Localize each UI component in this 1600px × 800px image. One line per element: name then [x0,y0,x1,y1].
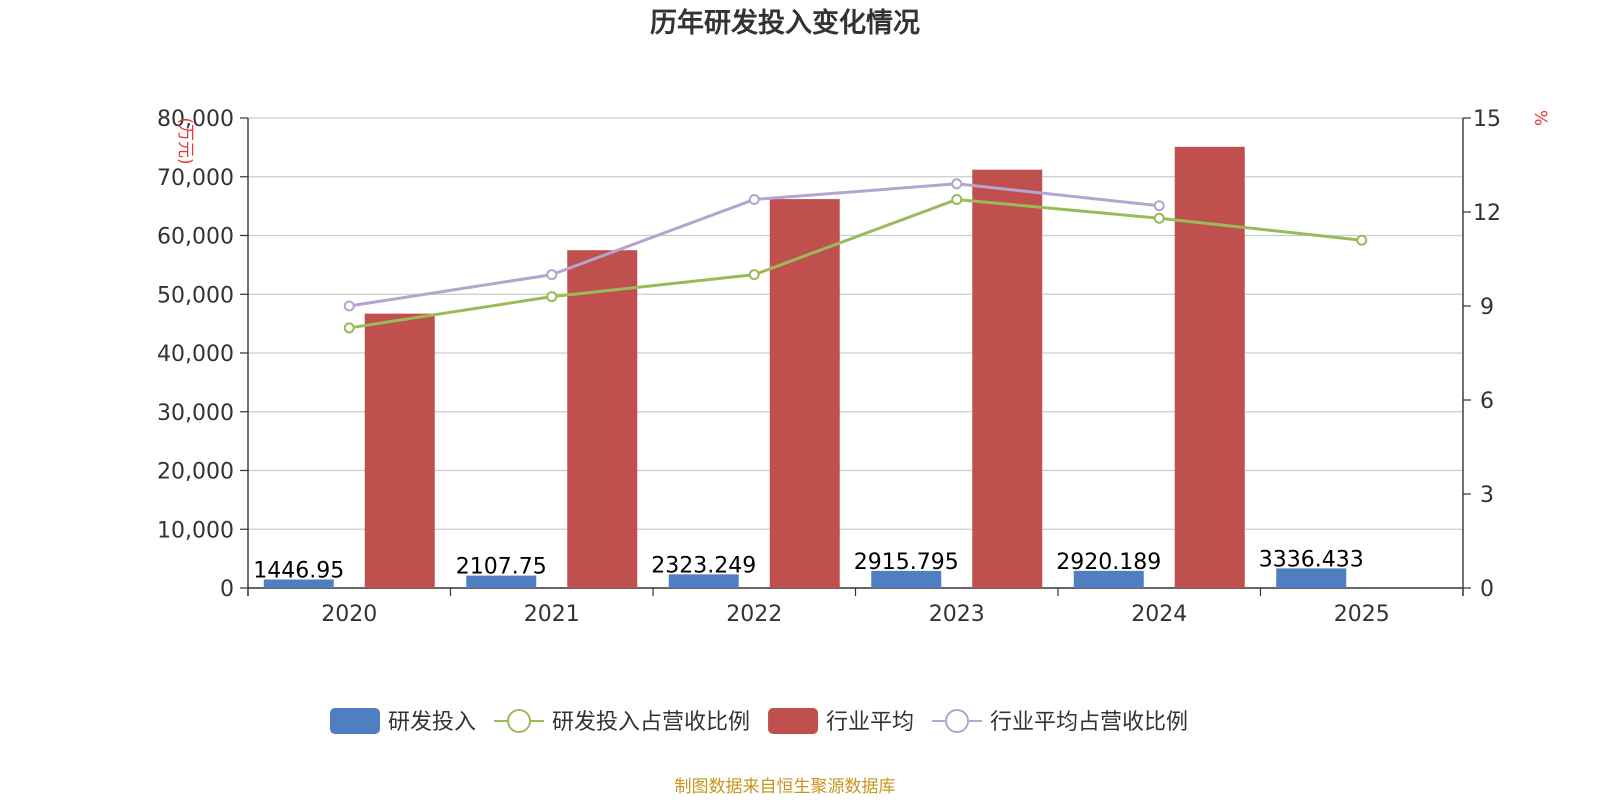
data-label: 1446.95 [253,558,344,583]
legend-swatch-marker[interactable] [507,709,532,733]
line-point[interactable] [546,269,558,281]
x-tick-label: 2020 [321,602,377,627]
bar-rd-investment[interactable] [1276,568,1347,588]
bar-industry-average[interactable] [364,313,435,588]
y-left-tick-label: 50,000 [157,283,234,308]
line-series [343,178,1368,334]
y-left-tick-label: 0 [220,577,234,602]
y-left-tick-label: 30,000 [157,401,234,426]
data-source-note: 制图数据来自恒生聚源数据库 [675,777,896,797]
y-right-tick-label: 12 [1473,201,1501,226]
line-point[interactable] [343,300,355,312]
y-left-tick-label: 10,000 [157,518,234,543]
bar-series [263,146,1347,588]
legend[interactable]: 研发投入 研发投入占营收比例 行业平均 行业平均占营收比例 [330,708,1188,735]
y-right-tick-label: 6 [1480,389,1494,414]
data-label: 2323.249 [651,553,756,578]
bar-industry-average[interactable] [567,250,638,588]
data-label: 3336.433 [1259,547,1364,572]
bar-industry-average[interactable] [1174,146,1245,588]
y-right-tick-label: 3 [1480,483,1494,508]
y-left-unit: (万元) [175,117,195,164]
x-tick-label: 2021 [524,602,580,627]
line-point[interactable] [951,178,963,190]
y-left-tick-label: 40,000 [157,342,234,367]
data-labels: 1446.95 2107.75 2323.249 2915.795 2920.189 33… [253,547,1363,583]
bar-industry-average[interactable] [972,169,1043,588]
x-tick-label: 2022 [726,602,782,627]
legend-swatch-marker[interactable] [945,709,970,733]
x-tick-label: 2024 [1131,602,1187,627]
line-point[interactable] [951,193,963,205]
line-rd-ratio [349,197,1362,330]
y-left-tick-label: 60,000 [157,225,234,250]
line-point[interactable] [748,193,760,205]
y-left-tick-label: 80,000 [157,107,234,132]
x-tick-label: 2023 [929,602,985,627]
line-point[interactable] [748,269,760,281]
legend-swatch[interactable] [330,708,380,734]
legend-label[interactable]: 行业平均 [826,710,914,735]
y-left-tick-label: 70,000 [157,166,234,191]
axes: 0 10,000 20,000 30,000 40,000 50,000 60,000 70,… [157,107,1550,627]
y-right-tick-label: 15 [1473,107,1501,132]
legend-label[interactable]: 行业平均占营收比例 [990,710,1188,735]
bar-rd-investment[interactable] [466,575,537,588]
legend-label[interactable]: 研发投入 [388,710,476,735]
chart-title: 历年研发投入变化情况 [650,7,920,39]
data-label: 2920.189 [1056,550,1161,575]
data-label: 2107.75 [456,555,547,580]
legend-label[interactable]: 研发投入占营收比例 [552,710,750,735]
line-point[interactable] [1356,234,1368,246]
bar-rd-investment[interactable] [263,579,334,588]
line-point[interactable] [1153,212,1165,224]
y-right-tick-label: 9 [1480,295,1494,320]
bar-rd-investment[interactable] [668,574,739,588]
y-left-tick-label: 20,000 [157,460,234,485]
data-label: 2915.795 [854,550,959,575]
y-right-tick-label: 0 [1480,577,1494,602]
line-point[interactable] [343,322,355,334]
bar-rd-investment[interactable] [871,570,942,588]
legend-swatch[interactable] [768,708,819,734]
line-point[interactable] [546,291,558,303]
line-point[interactable] [1153,200,1165,212]
bar-rd-investment[interactable] [1073,570,1144,588]
x-tick-label: 2025 [1334,602,1390,627]
y-right-unit: % [1530,110,1550,126]
